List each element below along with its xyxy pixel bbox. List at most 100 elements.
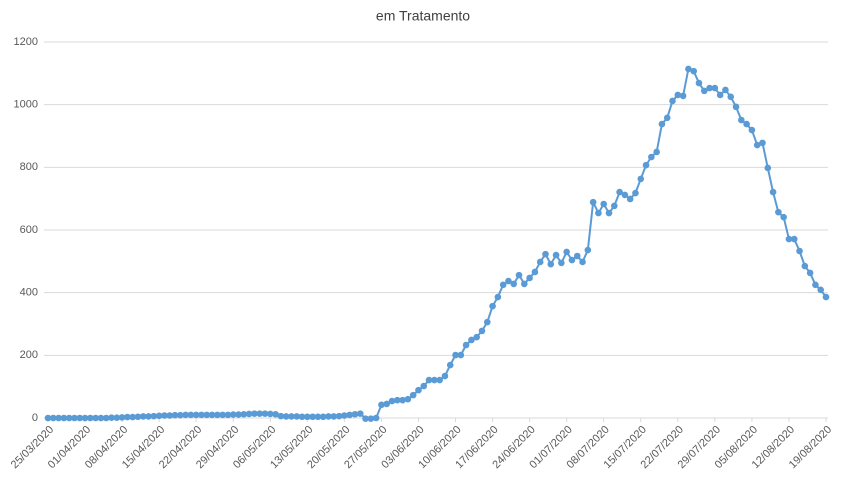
data-point (653, 148, 660, 156)
data-point (113, 414, 121, 421)
data-point (356, 410, 364, 417)
data-point (314, 413, 322, 421)
data-point (129, 413, 136, 421)
data-point (769, 188, 777, 196)
data-point (674, 91, 682, 99)
data-point (600, 200, 608, 208)
data-point (372, 414, 380, 422)
data-point (192, 411, 200, 419)
data-point (806, 269, 814, 277)
data-point (272, 410, 279, 418)
data-point (425, 376, 433, 384)
y-tick-label: 0 (32, 412, 38, 424)
data-point (139, 413, 147, 420)
data-point (171, 411, 179, 419)
data-point (177, 411, 184, 419)
data-point (309, 413, 316, 421)
data-point (626, 195, 634, 203)
data-point (441, 372, 449, 380)
data-point (494, 293, 502, 301)
data-point (150, 412, 158, 420)
data-point (452, 351, 459, 359)
data-point (711, 84, 719, 92)
data-point (616, 188, 623, 196)
data-point (462, 341, 470, 349)
data-point (743, 120, 750, 128)
data-point (208, 411, 216, 419)
data-point (700, 87, 708, 95)
data-point (558, 259, 565, 267)
data-point (552, 251, 560, 259)
data-point (468, 336, 475, 344)
data-point (304, 413, 311, 421)
chart-title: em Tratamento (376, 8, 470, 24)
data-point (145, 413, 152, 420)
data-point (727, 93, 735, 101)
data-point (214, 411, 221, 419)
data-point (240, 410, 248, 418)
data-point (632, 189, 639, 197)
data-point (108, 414, 115, 421)
data-point (203, 411, 211, 419)
data-point (261, 410, 269, 417)
data-point (118, 414, 126, 421)
y-tick-label: 200 (20, 349, 38, 361)
data-point (420, 382, 428, 390)
data-point (716, 91, 724, 99)
data-point (87, 414, 94, 422)
data-point (759, 139, 766, 147)
data-point (531, 268, 539, 276)
data-point (499, 281, 507, 289)
data-point (812, 281, 819, 289)
data-point (319, 413, 327, 421)
data-point (325, 413, 332, 420)
data-point (605, 209, 613, 217)
data-point (775, 208, 782, 216)
data-point (346, 411, 353, 419)
data-point (124, 413, 131, 421)
data-point (256, 410, 264, 417)
data-point (679, 92, 687, 100)
data-point (187, 411, 195, 419)
data-point (219, 411, 226, 419)
data-point (446, 361, 454, 369)
data-point (399, 396, 406, 404)
data-point (76, 414, 84, 422)
data-point (224, 411, 232, 419)
data-point (245, 410, 253, 418)
data-point (341, 412, 348, 419)
data-point (102, 414, 110, 422)
data-point (330, 413, 338, 420)
data-point (235, 411, 242, 418)
data-point (436, 376, 443, 384)
y-tick-label: 1000 (14, 99, 38, 111)
data-point (478, 327, 486, 335)
data-point (266, 410, 274, 418)
data-point (182, 411, 189, 419)
data-point (669, 97, 676, 105)
data-point (298, 413, 306, 421)
data-point (473, 333, 480, 341)
data-point (801, 262, 809, 270)
data-point (610, 202, 618, 210)
data-point (738, 116, 745, 124)
data-point (732, 103, 740, 111)
data-point (817, 286, 825, 294)
data-point (542, 250, 549, 258)
data-point (722, 86, 729, 94)
data-point (648, 153, 655, 161)
data-point (706, 84, 713, 92)
data-point (229, 411, 237, 418)
data-point (49, 414, 57, 422)
data-point (573, 252, 581, 260)
data-point (764, 164, 772, 172)
data-point (642, 161, 650, 169)
data-point (563, 248, 570, 256)
data-point (489, 302, 496, 310)
data-point (404, 395, 412, 403)
data-point (568, 256, 576, 264)
data-point (515, 271, 523, 279)
data-point (378, 401, 385, 409)
